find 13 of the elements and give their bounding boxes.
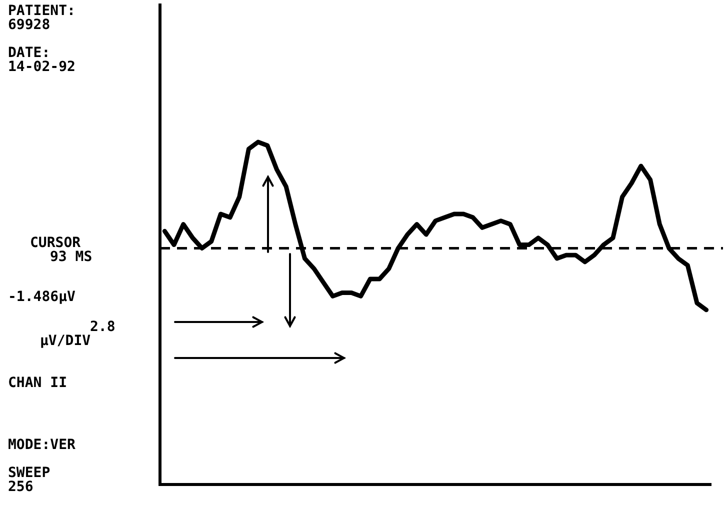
text: DATE: [8, 45, 50, 61]
text: CHAN II [8, 375, 68, 391]
text: 2.8 [90, 319, 116, 335]
text: 93 MS [50, 249, 92, 265]
text: SWEEP [8, 465, 50, 481]
text: 256 [8, 479, 34, 495]
text: -1.486µV [8, 289, 76, 305]
text: PATIENT: [8, 3, 76, 19]
text: 14-02-92 [8, 59, 76, 75]
text: 69928 [8, 17, 50, 33]
text: MODE:VER [8, 437, 76, 453]
text: µV/DIV [40, 333, 91, 349]
text: CURSOR [30, 235, 81, 251]
